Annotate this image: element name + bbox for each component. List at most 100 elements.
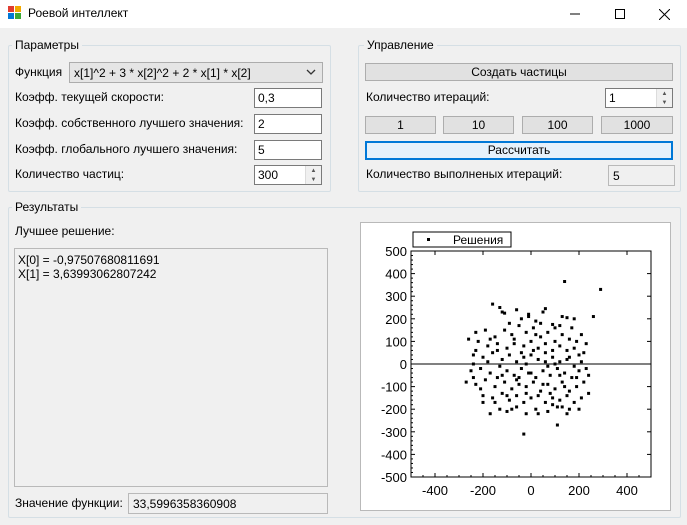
solution-point [579, 360, 583, 364]
iterations-1-button[interactable]: 1 [365, 116, 436, 134]
solution-point [515, 360, 519, 364]
function-select[interactable]: x[1]^2 + 3 * x[2]^2 + 2 * x[1] * x[2] [69, 62, 323, 83]
solution-point [522, 355, 526, 359]
iterations-stepper-arrows: ▲ ▼ [656, 89, 672, 107]
own-best-label: Коэфф. собственного лучшего значения: [15, 116, 244, 130]
window-title: Роевой интеллект [28, 6, 129, 20]
solution-point [572, 346, 576, 350]
solution-point [519, 367, 523, 371]
x-tick-label: -400 [422, 483, 448, 498]
solution-point [498, 407, 502, 411]
spin-down-icon[interactable]: ▼ [310, 176, 317, 183]
solution-point [512, 337, 516, 341]
own-best-input[interactable]: 2 [254, 114, 322, 134]
solution-point [546, 330, 550, 334]
current-speed-input[interactable]: 0,3 [254, 88, 322, 108]
solution-point [531, 348, 535, 352]
solution-point [543, 360, 547, 364]
solution-point [539, 335, 543, 339]
solution-point [464, 380, 468, 384]
y-tick-label: 500 [385, 244, 407, 259]
solution-point [503, 328, 507, 332]
close-button[interactable] [642, 0, 687, 28]
y-tick-label: 100 [385, 334, 407, 349]
spin-down-icon[interactable]: ▼ [661, 99, 668, 106]
solution-point [481, 394, 485, 398]
solution-point [507, 398, 511, 402]
params-group [8, 45, 331, 192]
chevron-down-icon [306, 69, 316, 75]
solution-point [529, 339, 533, 343]
solution-point [582, 351, 586, 355]
solution-point [471, 376, 475, 380]
solution-point [491, 302, 495, 306]
solution-point [529, 371, 533, 375]
particles-stepper-arrows: ▲ ▼ [305, 166, 321, 184]
iterations-10-button[interactable]: 10 [443, 116, 514, 134]
function-label: Функция [15, 65, 63, 79]
solution-point [527, 371, 531, 375]
solution-point [560, 380, 564, 384]
solution-point [575, 376, 579, 380]
calculate-button[interactable]: Рассчитать [365, 141, 673, 160]
solution-point [579, 333, 583, 337]
iterations-1000-button[interactable]: 1000 [601, 116, 673, 134]
solution-point [524, 391, 528, 395]
solution-point [546, 409, 550, 413]
solution-point [519, 351, 523, 355]
solution-point [512, 342, 516, 346]
solution-point [567, 355, 571, 359]
solution-point [560, 333, 564, 337]
best-solution-label: Лучшее решение: [15, 224, 115, 238]
solution-point [536, 357, 540, 361]
function-select-value: x[1]^2 + 3 * x[2]^2 + 2 * x[1] * x[2] [74, 66, 251, 80]
x-tick-label: 0 [527, 483, 534, 498]
legend-marker [427, 238, 430, 241]
solution-point [575, 339, 579, 343]
global-best-input[interactable]: 5 [254, 140, 322, 160]
solution-point [553, 339, 557, 343]
solution-point [560, 405, 564, 409]
solution-point [567, 337, 571, 341]
solution-point [493, 385, 497, 389]
solution-point [476, 339, 480, 343]
solution-point [565, 412, 569, 416]
spin-up-icon[interactable]: ▲ [661, 90, 668, 97]
solution-point [488, 371, 492, 375]
solution-point [548, 373, 552, 377]
y-tick-label: 300 [385, 289, 407, 304]
solution-point [577, 353, 581, 357]
solution-point [505, 346, 509, 350]
solution-point [495, 348, 499, 352]
solution-point [495, 376, 499, 380]
solution-point [527, 312, 531, 316]
iterations-100-button[interactable]: 100 [522, 116, 593, 134]
solution-point [522, 400, 526, 404]
solution-point [539, 321, 543, 325]
solution-point [591, 315, 595, 319]
best-solution-output[interactable]: X[0] = -0,97507680811691 X[1] = 3,639930… [14, 248, 328, 487]
y-tick-label: -400 [381, 447, 407, 462]
x-tick-label: 400 [616, 483, 638, 498]
solution-point [524, 412, 528, 416]
create-particles-button[interactable]: Создать частицы [365, 63, 673, 81]
solution-point [481, 400, 485, 404]
solution-point [558, 398, 562, 402]
best-solution-line: X[0] = -0,97507680811691 [18, 253, 160, 267]
iterations-stepper[interactable]: 1 ▲ ▼ [605, 88, 673, 108]
minimize-button[interactable] [552, 0, 597, 28]
solution-point [474, 348, 478, 352]
params-legend: Параметры [12, 38, 82, 52]
maximize-button[interactable] [597, 0, 642, 28]
y-tick-label: -200 [381, 402, 407, 417]
solution-point [524, 330, 528, 334]
solution-point [572, 317, 576, 321]
function-value-output: 33,5996358360908 [128, 493, 328, 514]
solution-point [587, 391, 591, 395]
spin-up-icon[interactable]: ▲ [310, 167, 317, 174]
solution-point [570, 376, 574, 380]
solution-point [555, 405, 559, 409]
solution-point [577, 407, 581, 411]
particles-stepper[interactable]: 300 ▲ ▼ [254, 165, 322, 185]
legend-label: Решения [453, 233, 503, 247]
